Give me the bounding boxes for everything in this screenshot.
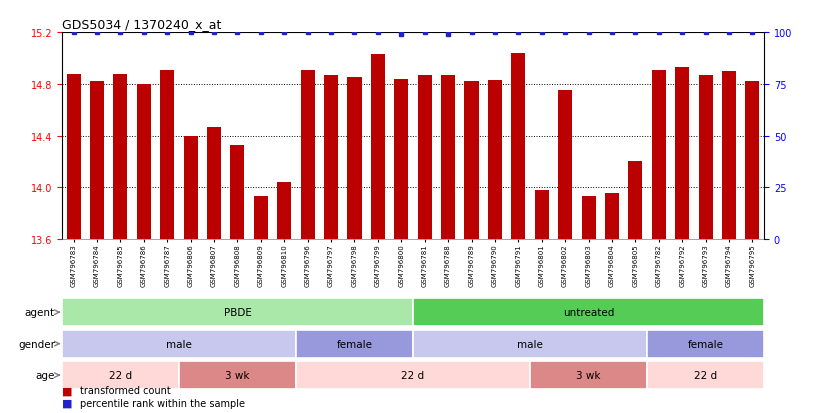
- Bar: [62, 361, 179, 389]
- Text: female: female: [687, 339, 724, 349]
- Bar: [488, 81, 502, 240]
- Bar: [441, 76, 455, 240]
- Text: male: male: [166, 339, 192, 349]
- Text: 22 d: 22 d: [109, 370, 132, 380]
- Text: percentile rank within the sample: percentile rank within the sample: [80, 398, 245, 408]
- Bar: [62, 299, 413, 326]
- Bar: [179, 361, 296, 389]
- Bar: [254, 197, 268, 240]
- Bar: [745, 82, 759, 240]
- Bar: [230, 145, 244, 240]
- Bar: [530, 361, 647, 389]
- Bar: [160, 71, 174, 240]
- Bar: [137, 85, 151, 240]
- Text: ■: ■: [62, 398, 73, 408]
- Bar: [90, 82, 104, 240]
- Bar: [534, 190, 548, 240]
- Bar: [348, 78, 362, 240]
- Bar: [207, 127, 221, 240]
- Bar: [647, 361, 764, 389]
- Bar: [296, 330, 413, 358]
- Bar: [324, 76, 338, 240]
- Bar: [464, 82, 478, 240]
- Bar: [722, 72, 736, 240]
- Text: GDS5034 / 1370240_x_at: GDS5034 / 1370240_x_at: [62, 17, 221, 31]
- Bar: [278, 183, 292, 240]
- Bar: [67, 74, 81, 240]
- Bar: [413, 330, 647, 358]
- Bar: [605, 193, 619, 240]
- Bar: [511, 54, 525, 240]
- Text: ■: ■: [62, 385, 73, 395]
- Text: untreated: untreated: [563, 307, 615, 318]
- Text: 3 wk: 3 wk: [225, 370, 249, 380]
- Bar: [413, 299, 764, 326]
- Bar: [582, 197, 596, 240]
- Bar: [647, 330, 764, 358]
- Text: gender: gender: [18, 339, 55, 349]
- Text: female: female: [336, 339, 373, 349]
- Text: transformed count: transformed count: [80, 385, 171, 395]
- Bar: [301, 71, 315, 240]
- Bar: [418, 76, 432, 240]
- Bar: [296, 361, 530, 389]
- Bar: [558, 91, 572, 240]
- Text: agent: agent: [25, 307, 55, 318]
- Bar: [113, 74, 127, 240]
- Bar: [675, 68, 689, 240]
- Bar: [371, 55, 385, 240]
- Bar: [629, 162, 643, 240]
- Text: male: male: [517, 339, 543, 349]
- Bar: [652, 71, 666, 240]
- Text: 22 d: 22 d: [401, 370, 425, 380]
- Text: PBDE: PBDE: [224, 307, 251, 318]
- Bar: [394, 80, 408, 240]
- Text: 3 wk: 3 wk: [577, 370, 601, 380]
- Text: age: age: [36, 370, 55, 380]
- Text: 22 d: 22 d: [694, 370, 717, 380]
- Bar: [183, 136, 197, 240]
- Bar: [62, 330, 296, 358]
- Bar: [699, 76, 713, 240]
